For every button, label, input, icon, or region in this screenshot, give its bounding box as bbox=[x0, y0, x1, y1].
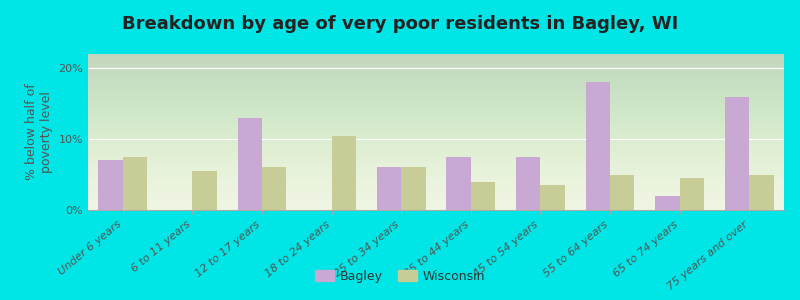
Bar bbox=[332, 136, 356, 210]
Bar bbox=[193, 171, 217, 210]
Bar bbox=[516, 157, 541, 210]
Bar bbox=[402, 167, 426, 210]
Bar bbox=[586, 82, 610, 210]
Legend: Bagley, Wisconsin: Bagley, Wisconsin bbox=[310, 265, 490, 288]
Bar bbox=[750, 175, 774, 210]
Bar bbox=[446, 157, 470, 210]
Y-axis label: % below half of
poverty level: % below half of poverty level bbox=[25, 84, 53, 180]
Bar bbox=[610, 175, 634, 210]
Bar bbox=[262, 167, 286, 210]
Bar bbox=[471, 182, 495, 210]
Bar bbox=[238, 118, 262, 210]
Bar bbox=[725, 97, 749, 210]
Bar bbox=[123, 157, 147, 210]
Bar bbox=[655, 196, 680, 210]
Bar bbox=[98, 160, 123, 210]
Bar bbox=[541, 185, 565, 210]
Bar bbox=[680, 178, 704, 210]
Bar bbox=[377, 167, 401, 210]
Text: Breakdown by age of very poor residents in Bagley, WI: Breakdown by age of very poor residents … bbox=[122, 15, 678, 33]
